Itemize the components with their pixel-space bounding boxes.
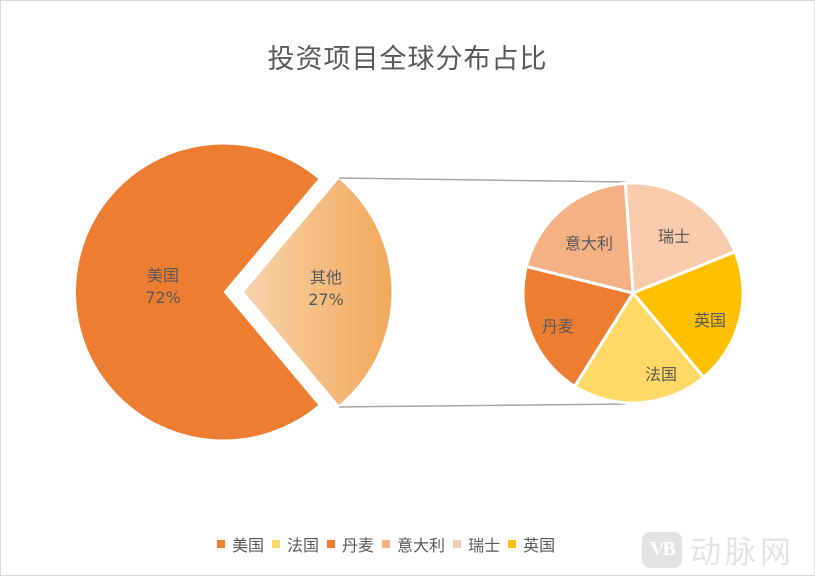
watermark: VB 动脉网 [642,527,795,572]
legend-item-france[interactable]: 法国 [272,532,319,556]
watermark-text: 动脉网 [690,535,795,571]
slice-denmark[interactable] [521,264,635,388]
legend-swatch [217,540,225,548]
chart-title: 投资项目全球分布占比 [267,44,548,75]
label-usa: 美国 72% [145,265,181,309]
legend-item-italy[interactable]: 意大利 [382,532,445,556]
label-switzerland: 瑞士 [657,227,691,246]
legend-label: 美国 [232,536,265,555]
label-usa-pct: 72% [145,288,181,307]
label-other-pct: 27% [308,290,344,309]
label-other: 其他 27% [308,267,344,311]
label-france: 法国 [644,365,678,384]
legend-swatch [382,540,391,548]
legend-item-usa[interactable]: 美国 [217,532,264,556]
chart-legend: 美国 法国 丹麦 意大利 瑞士 英国 [217,532,563,556]
slice-other[interactable] [244,179,392,405]
connector-line-top [338,177,627,183]
slice-uk[interactable] [631,250,745,379]
watermark-logo-icon: VB [642,531,682,568]
slice-france[interactable] [573,291,706,405]
legend-swatch [327,540,336,548]
label-uk: 英国 [693,311,727,330]
slice-italy[interactable] [524,181,635,295]
legend-label: 法国 [287,536,320,555]
legend-swatch [508,540,517,548]
legend-item-switzerland[interactable]: 瑞士 [453,532,500,556]
label-other-name: 其他 [309,268,342,287]
legend-item-denmark[interactable]: 丹麦 [327,532,374,556]
connector-line-bottom [338,403,627,408]
legend-item-uk[interactable]: 英国 [508,532,555,556]
legend-label: 意大利 [397,536,446,555]
legend-label: 瑞士 [468,536,501,555]
slice-switzerland[interactable] [623,181,737,295]
legend-label: 丹麦 [342,536,375,555]
legend-swatch [272,540,281,548]
label-italy: 意大利 [564,234,614,253]
legend-swatch [453,540,462,548]
label-denmark: 丹麦 [541,317,575,336]
legend-label: 英国 [523,536,556,555]
slice-usa[interactable] [75,144,319,440]
label-usa-name: 美国 [146,266,179,285]
